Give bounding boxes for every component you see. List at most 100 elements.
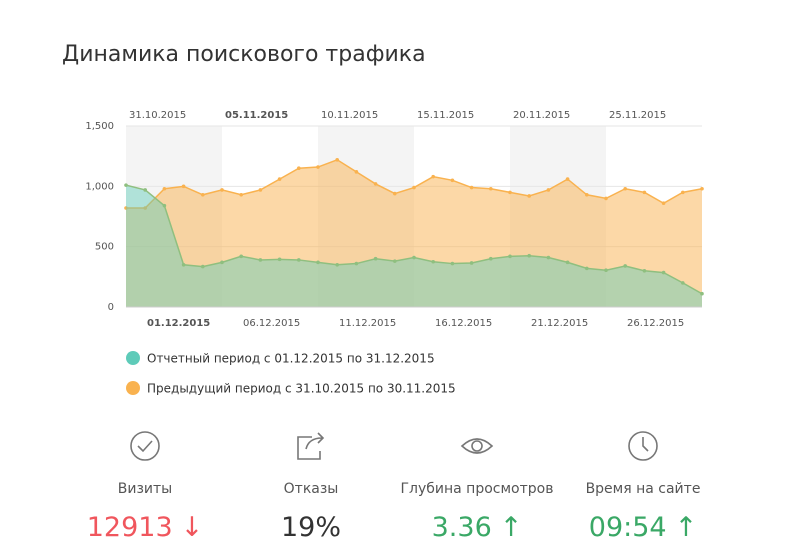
icon-clock (628, 431, 658, 461)
metric-number: 19% (281, 512, 341, 543)
point (335, 157, 340, 162)
point (469, 261, 474, 265)
metric-label: Время на сайте (586, 481, 701, 497)
point (373, 182, 378, 186)
area-fill (126, 159, 702, 307)
plot: 0 500 1,000 1,500 31.10.2015 05.11.2015 10.11.… (85, 110, 704, 329)
metrics: Визиты 12913 ↓ Отказы 19% Глубина просмотров 3… (87, 481, 701, 543)
icon-check (137, 440, 153, 453)
point (297, 166, 301, 171)
point (354, 170, 359, 174)
legend-swatch (126, 381, 140, 395)
metric-trend: ↓ (181, 512, 204, 543)
point (642, 269, 647, 273)
metric-trend: ↑ (675, 512, 698, 543)
point (143, 188, 147, 192)
point (700, 291, 704, 296)
point (489, 186, 493, 191)
point (450, 261, 455, 266)
x-tick-bottom: 26.12.2015 (627, 318, 684, 329)
x-tick-bottom: 11.12.2015 (339, 318, 396, 329)
point (623, 186, 627, 191)
point (642, 190, 647, 195)
metric-number: 3.36 (432, 512, 492, 543)
point (661, 201, 666, 206)
point (431, 174, 436, 179)
point (162, 203, 167, 208)
point (277, 177, 282, 181)
metric-label: Отказы (284, 481, 339, 497)
point (277, 257, 282, 262)
point (661, 270, 666, 275)
chart-title: Динамика поискового трафика (62, 42, 426, 67)
point (508, 190, 512, 195)
x-tick-top: 15.11.2015 (417, 110, 474, 121)
point (450, 178, 455, 183)
metric-value: 12913 ↓ (87, 512, 204, 543)
point (181, 184, 186, 189)
metric-number: 12913 (87, 512, 173, 543)
point (316, 260, 320, 265)
point (508, 254, 512, 259)
x-tick-top: 10.11.2015 (321, 110, 378, 121)
point (297, 258, 301, 262)
point (585, 266, 589, 271)
point (335, 262, 340, 267)
point (239, 254, 243, 259)
point (565, 260, 570, 265)
legend-label: Предыдущий период с 31.10.2015 по 30.11.… (147, 382, 456, 396)
point (604, 196, 608, 201)
x-tick-bottom: 01.12.2015 (147, 318, 210, 329)
metric-label: Визиты (118, 481, 172, 497)
icon-pupil (471, 440, 483, 452)
point (469, 185, 474, 190)
x-tick-top: 05.11.2015 (225, 110, 288, 121)
point (489, 256, 493, 261)
legend-swatch (126, 351, 140, 365)
point (585, 192, 589, 197)
point (220, 188, 224, 192)
point (373, 256, 378, 261)
point (201, 192, 205, 197)
metric-label: Глубина просмотров (401, 481, 554, 497)
x-tick-bottom: 16.12.2015 (435, 318, 492, 329)
point (393, 259, 397, 263)
y-tick-label: 1,000 (85, 181, 114, 192)
point (393, 191, 397, 196)
x-tick-bottom: 06.12.2015 (243, 318, 300, 329)
point (201, 264, 205, 269)
x-tick-top: 25.11.2015 (609, 110, 666, 121)
metric-trend: ↑ (500, 512, 523, 543)
metric-value: 09:54 ↑ (589, 512, 697, 543)
point (181, 262, 186, 267)
icon-visits (130, 431, 160, 461)
icon-bounce (297, 432, 325, 460)
point (527, 194, 531, 198)
point (258, 258, 263, 262)
icons (130, 431, 658, 461)
point (239, 192, 243, 197)
x-tick-top: 20.11.2015 (513, 110, 570, 121)
metric-value: 19% (281, 512, 341, 543)
x-tick-bottom: 21.12.2015 (531, 318, 588, 329)
point (604, 268, 608, 272)
point (431, 259, 436, 264)
point (565, 177, 570, 181)
y-tick-label: 500 (95, 242, 114, 253)
y-tick-label: 1,500 (85, 121, 114, 132)
metric-value: 3.36 ↑ (432, 512, 523, 543)
point (527, 253, 531, 258)
point (162, 186, 167, 191)
point (412, 185, 416, 190)
point (681, 281, 685, 285)
icon-eye (460, 438, 494, 454)
point (623, 264, 627, 268)
point (258, 188, 263, 192)
point (316, 165, 320, 169)
point (124, 206, 128, 210)
x-tick-top: 31.10.2015 (129, 110, 186, 121)
point (124, 183, 128, 187)
point (143, 206, 147, 210)
icon-hands (642, 437, 649, 452)
